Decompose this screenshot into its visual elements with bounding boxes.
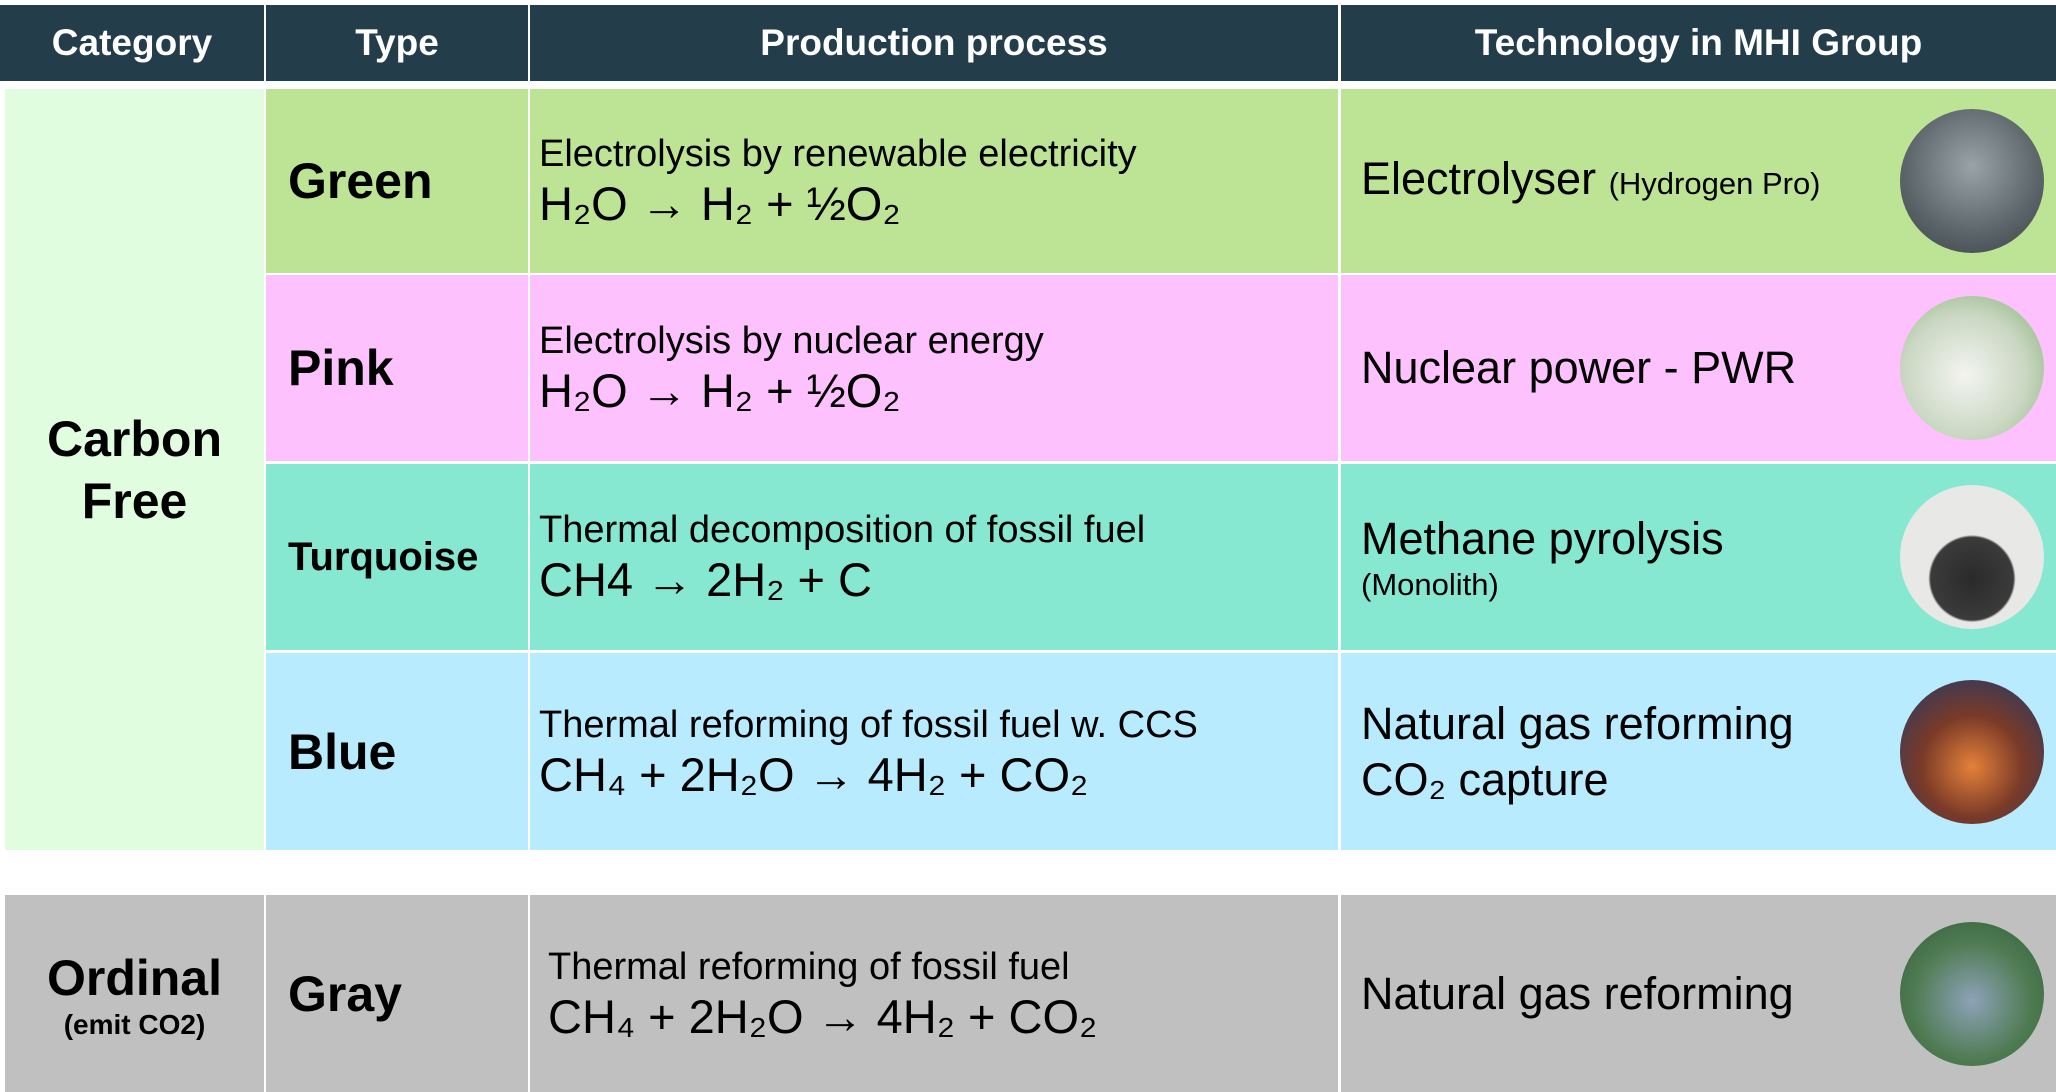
technology-name: Electrolyser (1361, 152, 1597, 204)
header-cell: Type (266, 5, 528, 81)
category-cell: Carbon Free (5, 89, 264, 850)
process-cell: Electrolysis by nuclear energy H₂O → H₂ +… (530, 275, 1338, 461)
photo (1900, 109, 2044, 253)
process-description: Electrolysis by nuclear energy (539, 320, 1044, 362)
type-label: Blue (288, 723, 397, 780)
technology-line: Natural gas reforming (1361, 696, 2056, 752)
equation: CH₄ + 2H₂O → 4H₂ + CO₂ (548, 989, 1098, 1043)
process-cell: Thermal reforming of fossil fuel CH₄ + 2H… (530, 895, 1338, 1092)
type-cell: Turquoise (266, 464, 528, 650)
process-cell: Thermal decomposition of fossil fuel CH4 … (530, 464, 1338, 650)
technology-cell: Methane pyrolysis (Monolith) (1341, 464, 2056, 650)
header-cell: Technology in MHI Group (1341, 5, 2056, 81)
photo (1900, 679, 2044, 824)
type-cell: Gray (266, 895, 528, 1092)
process-description: Electrolysis by renewable electricity (539, 133, 1137, 175)
technology-cell: Nuclear power - PWR (1341, 275, 2056, 461)
category-label: Ordinal (46, 949, 223, 1006)
technology-line: Nuclear power - PWR (1361, 340, 2056, 396)
technology-note: (Monolith) (1361, 567, 1499, 602)
technology-name: Natural gas reforming (1361, 967, 1794, 1019)
technology-name: Natural gas reforming (1361, 697, 1794, 749)
type-label: Green (288, 153, 433, 209)
technology-cell: Natural gas reforming (1341, 895, 2056, 1092)
equation: H₂O → H₂ + ½O₂ (539, 364, 901, 417)
process-description: Thermal reforming of fossil fuel (548, 945, 1070, 988)
category-note: (emit CO2) (63, 1008, 206, 1040)
type-cell: Blue (266, 653, 528, 850)
type-label: Pink (288, 340, 394, 396)
process-cell: Electrolysis by renewable electricity H₂O… (530, 89, 1338, 273)
category-label: Carbon Free (47, 410, 222, 529)
equation: CH4 → 2H₂ + C (539, 553, 872, 606)
type-cell: Pink (266, 275, 528, 461)
type-label: Turquoise (288, 534, 479, 579)
process-cell: Thermal reforming of fossil fuel w. CCS C… (530, 653, 1338, 850)
category-cell: Ordinal (emit CO2) (5, 895, 264, 1092)
technology-name: Nuclear power - PWR (1361, 342, 1797, 393)
technology-line: CO₂ capture (1361, 753, 1609, 805)
process-description: Thermal reforming of fossil fuel w. CCS (539, 703, 1198, 746)
technology-line: Methane pyrolysis (1361, 511, 2056, 567)
technology-line: Electrolyser (Hydrogen Pro) (1361, 151, 2056, 212)
equation: H₂O → H₂ + ½O₂ (539, 177, 901, 230)
header-cell: Production process (530, 5, 1338, 81)
equation: CH₄ + 2H₂O → 4H₂ + CO₂ (539, 747, 1089, 801)
process-description: Thermal decomposition of fossil fuel (539, 509, 1146, 551)
photo (1900, 296, 2044, 440)
photo (1900, 485, 2044, 629)
technology-cell: Electrolyser (Hydrogen Pro) (1341, 89, 2056, 273)
header-cell: Category (0, 5, 264, 81)
technology-note: (Hydrogen Pro) (1608, 165, 1821, 201)
technology-line: Natural gas reforming (1361, 966, 2056, 1022)
type-cell: Green (266, 89, 528, 273)
photo (1900, 921, 2044, 1066)
type-label: Gray (288, 965, 402, 1022)
technology-name: Methane pyrolysis (1361, 513, 1724, 564)
technology-cell: Natural gas reforming CO₂ capture (1341, 653, 2056, 850)
